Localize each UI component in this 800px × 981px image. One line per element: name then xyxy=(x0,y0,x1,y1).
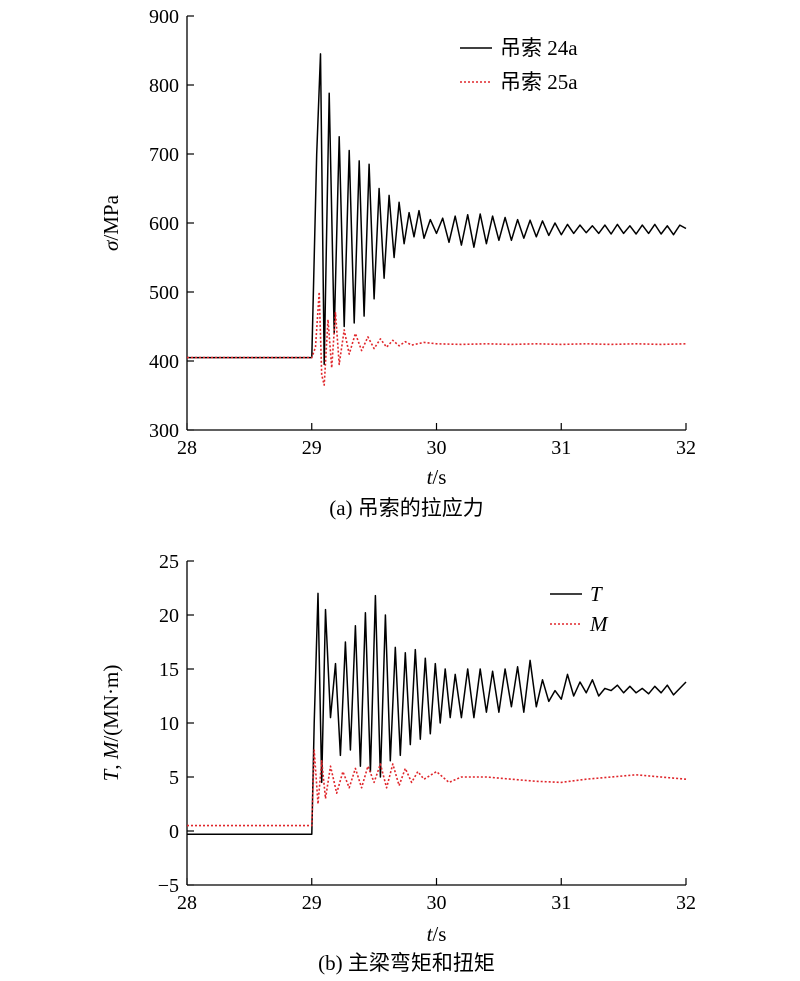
legend-label: 吊索 24a xyxy=(500,36,578,60)
y-tick-label: 5 xyxy=(169,767,179,789)
x-tick-label: 32 xyxy=(676,437,696,459)
y-axis-label: σ/MPa xyxy=(99,194,123,251)
series-line-2 xyxy=(187,291,687,386)
x-tick-label: 31 xyxy=(551,437,571,459)
chart-panel-b: 28 29 30 31 32 −5 0 5 10 15 20 25 TMt/s T, M/(MN·m) (b… xyxy=(99,551,696,975)
x-tick-label: 32 xyxy=(676,892,696,914)
y-tick-label: 10 xyxy=(159,713,179,735)
figure-caption: (a) 吊索的拉应力 xyxy=(329,496,484,520)
y-tick-label: 700 xyxy=(149,144,179,166)
y-tick-label: 800 xyxy=(149,75,179,97)
y-tick-label: 25 xyxy=(159,551,179,573)
x-axis-label: t/s xyxy=(427,465,447,489)
y-tick-label: −5 xyxy=(158,875,179,897)
chart-panel-a: 28 29 30 31 32 300 400 500 600 700 800 900 吊索 24a 吊索 … xyxy=(99,6,696,520)
legend-label: T xyxy=(590,582,603,606)
y-tick-label: 400 xyxy=(149,351,179,373)
y-tick-label: 15 xyxy=(159,659,179,681)
legend-label: 吊索 25a xyxy=(500,70,578,94)
x-tick-label: 28 xyxy=(177,437,197,459)
x-tick-label: 28 xyxy=(177,892,197,914)
x-axis-label: t/s xyxy=(427,922,447,946)
y-tick-label: 900 xyxy=(149,6,179,28)
x-tick-label: 29 xyxy=(302,892,322,914)
y-tick-label: 0 xyxy=(169,821,179,843)
y-tick-label: 20 xyxy=(159,605,179,627)
x-tick-label: 29 xyxy=(302,437,322,459)
figure-caption: (b) 主梁弯矩和扭矩 xyxy=(318,951,495,975)
legend-label: M xyxy=(589,612,609,636)
x-tick-label: 30 xyxy=(427,437,447,459)
series-line-2 xyxy=(187,749,687,827)
y-tick-label: 500 xyxy=(149,282,179,304)
series-line-1 xyxy=(187,592,687,835)
x-tick-label: 31 xyxy=(551,892,571,914)
y-axis-label: T, M/(MN·m) xyxy=(99,665,123,782)
y-tick-label: 600 xyxy=(149,213,179,235)
x-tick-label: 30 xyxy=(427,892,447,914)
series-line-1 xyxy=(187,53,687,366)
y-tick-label: 300 xyxy=(149,420,179,442)
